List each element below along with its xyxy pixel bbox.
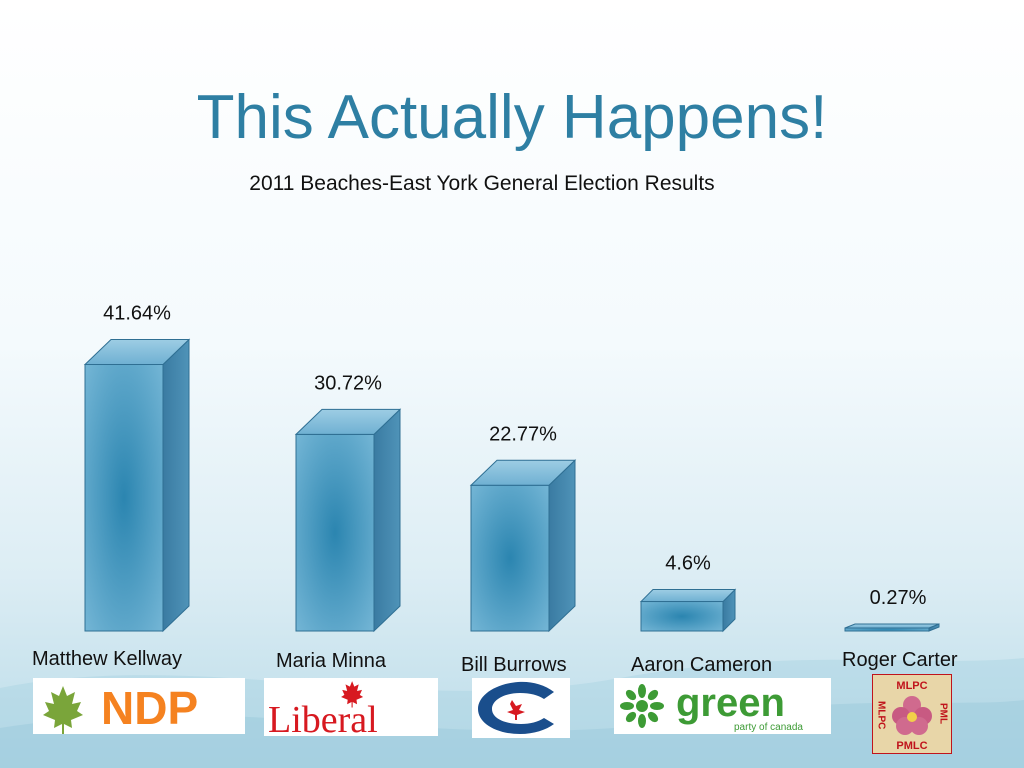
- flower-icon: [892, 696, 932, 735]
- ndp-logo: NDP: [33, 678, 245, 734]
- ndp-logo-text: NDP: [101, 682, 198, 734]
- data-label-cameron: 4.6%: [665, 553, 711, 575]
- mlpc-right-text: PML: [938, 703, 949, 724]
- candidate-name-minna: Maria Minna: [276, 650, 387, 672]
- data-label-burrows: 22.77%: [489, 423, 557, 445]
- data-label-minna: 30.72%: [314, 372, 382, 394]
- bar-top-cameron: [639, 589, 737, 603]
- maple-leaf-icon: [43, 686, 83, 734]
- candidate-name-carter: Roger Carter: [842, 649, 958, 671]
- slide-title: This Actually Happens!: [196, 83, 828, 152]
- candidate-name-burrows: Bill Burrows: [461, 654, 567, 676]
- green-logo-subtext: party of canada: [734, 722, 803, 733]
- liberal-logo: Liberal: [264, 678, 438, 736]
- bar-top-minna: [294, 408, 402, 435]
- conservative-c-icon: [478, 681, 554, 734]
- data-label-carter: 0.27%: [870, 587, 927, 609]
- bar-top-carter: [844, 623, 940, 629]
- bar-front-kellway: [84, 364, 164, 632]
- bar-top-kellway: [83, 339, 191, 366]
- bar-front-cameron: [640, 601, 724, 632]
- chart-subtitle: 2011 Beaches-East York General Election …: [249, 172, 715, 195]
- bar-side-burrows: [548, 459, 576, 633]
- candidate-name-cameron: Aaron Cameron: [631, 654, 773, 676]
- bar-front-burrows: [470, 484, 550, 632]
- liberal-logo-text: Liberal: [268, 699, 378, 736]
- green-logo-text: green: [676, 681, 785, 725]
- mlpc-left-text: MLPC: [876, 701, 887, 729]
- mlpc-top-text: MLPC: [896, 680, 927, 692]
- candidate-name-kellway: Matthew Kellway: [32, 648, 183, 670]
- maple-leaf-icon: [341, 681, 364, 708]
- conservative-logo: [472, 678, 570, 738]
- bar-side-minna: [373, 408, 401, 633]
- mlpc-bottom-text: PMLC: [896, 740, 927, 752]
- bar-front-minna: [295, 433, 375, 632]
- green-party-logo: green party of canada: [614, 678, 831, 734]
- bar-side-kellway: [162, 338, 190, 633]
- green-flower-icon: [620, 684, 664, 728]
- mlpc-logo: MLPC PMLC MLPC PML: [872, 674, 952, 754]
- data-label-kellway: 41.64%: [103, 303, 171, 325]
- bar-top-burrows: [469, 459, 577, 486]
